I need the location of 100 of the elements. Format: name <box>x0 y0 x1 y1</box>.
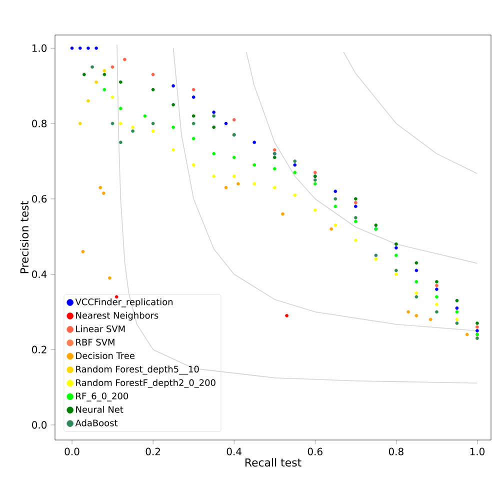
point <box>212 114 216 118</box>
point <box>293 163 297 167</box>
point <box>192 95 196 99</box>
point <box>118 80 122 84</box>
point <box>252 140 256 144</box>
point <box>118 106 122 110</box>
point <box>354 204 358 208</box>
point <box>82 72 86 76</box>
point <box>212 110 216 114</box>
y-tick-label: 1.0 <box>32 44 47 52</box>
point <box>172 103 176 106</box>
point <box>131 129 134 133</box>
legend-label: RBF SVM <box>76 338 114 346</box>
y-tick-label: 0.4 <box>32 270 47 278</box>
y-tick-label: 0.0 <box>32 421 47 429</box>
point <box>374 257 378 261</box>
point <box>293 170 297 174</box>
point <box>455 318 459 322</box>
point <box>414 291 418 295</box>
point <box>428 318 432 322</box>
point <box>374 254 378 258</box>
point <box>78 46 82 50</box>
point <box>110 65 114 69</box>
point <box>102 69 106 72</box>
x-tick-label: 0.8 <box>388 448 404 456</box>
point <box>81 250 85 254</box>
point <box>232 156 236 160</box>
point <box>236 182 240 186</box>
point <box>192 88 196 92</box>
point <box>212 152 216 156</box>
point <box>192 114 196 118</box>
point <box>70 46 74 50</box>
y-axis-title: Precision test <box>20 201 29 274</box>
point <box>252 182 256 186</box>
point <box>224 122 228 126</box>
point <box>476 329 479 332</box>
legend-label: Linear SVM <box>76 325 125 332</box>
line-series <box>343 52 478 174</box>
point <box>394 272 398 276</box>
y-tick-label: 0.8 <box>32 120 47 128</box>
point <box>313 178 317 182</box>
point <box>465 332 469 336</box>
point <box>272 148 276 152</box>
point <box>272 156 276 160</box>
point <box>86 46 90 50</box>
line-series <box>246 52 478 264</box>
point <box>94 46 98 50</box>
point <box>354 200 358 204</box>
legend-label: VCCFinder_replication <box>75 298 173 308</box>
point <box>143 114 147 118</box>
point <box>172 148 176 152</box>
point <box>435 280 438 284</box>
point <box>414 280 418 284</box>
point <box>252 163 256 167</box>
point <box>78 122 82 126</box>
point <box>272 167 276 170</box>
legend-label: Decision Tree <box>76 352 135 360</box>
legend-label: Random Forest_depth5__10 <box>76 366 199 375</box>
point <box>192 122 196 126</box>
x-tick-label: 0.0 <box>64 448 80 456</box>
point <box>455 306 459 310</box>
point <box>354 197 358 201</box>
point <box>102 192 106 195</box>
point <box>90 65 94 69</box>
point <box>110 122 114 126</box>
point <box>394 246 398 250</box>
point <box>151 122 155 126</box>
point <box>293 193 297 197</box>
point <box>98 186 102 190</box>
point <box>313 208 317 212</box>
point <box>94 80 98 84</box>
point <box>110 95 114 99</box>
point <box>293 160 297 163</box>
point <box>354 220 358 224</box>
legend-label: AdaBoost <box>75 419 118 426</box>
point <box>118 122 122 126</box>
point <box>334 204 338 208</box>
point <box>374 224 378 227</box>
y-tick-label: 0.2 <box>32 346 46 354</box>
point <box>435 295 438 299</box>
point <box>232 174 236 178</box>
point <box>272 186 276 190</box>
point <box>394 254 398 258</box>
point <box>151 72 155 76</box>
x-tick-label: 0.4 <box>226 448 242 456</box>
point <box>435 302 438 306</box>
point <box>414 268 418 272</box>
point <box>172 126 176 129</box>
point <box>414 314 418 318</box>
point <box>414 295 418 299</box>
point <box>354 216 358 220</box>
point <box>476 322 479 325</box>
point <box>192 163 196 167</box>
y-tick-label: 0.6 <box>32 195 47 203</box>
point <box>151 129 155 133</box>
point <box>354 238 358 242</box>
point <box>455 310 459 314</box>
legend-label: Nearest Neighbors <box>76 312 158 320</box>
point <box>212 126 216 129</box>
point <box>330 227 334 231</box>
